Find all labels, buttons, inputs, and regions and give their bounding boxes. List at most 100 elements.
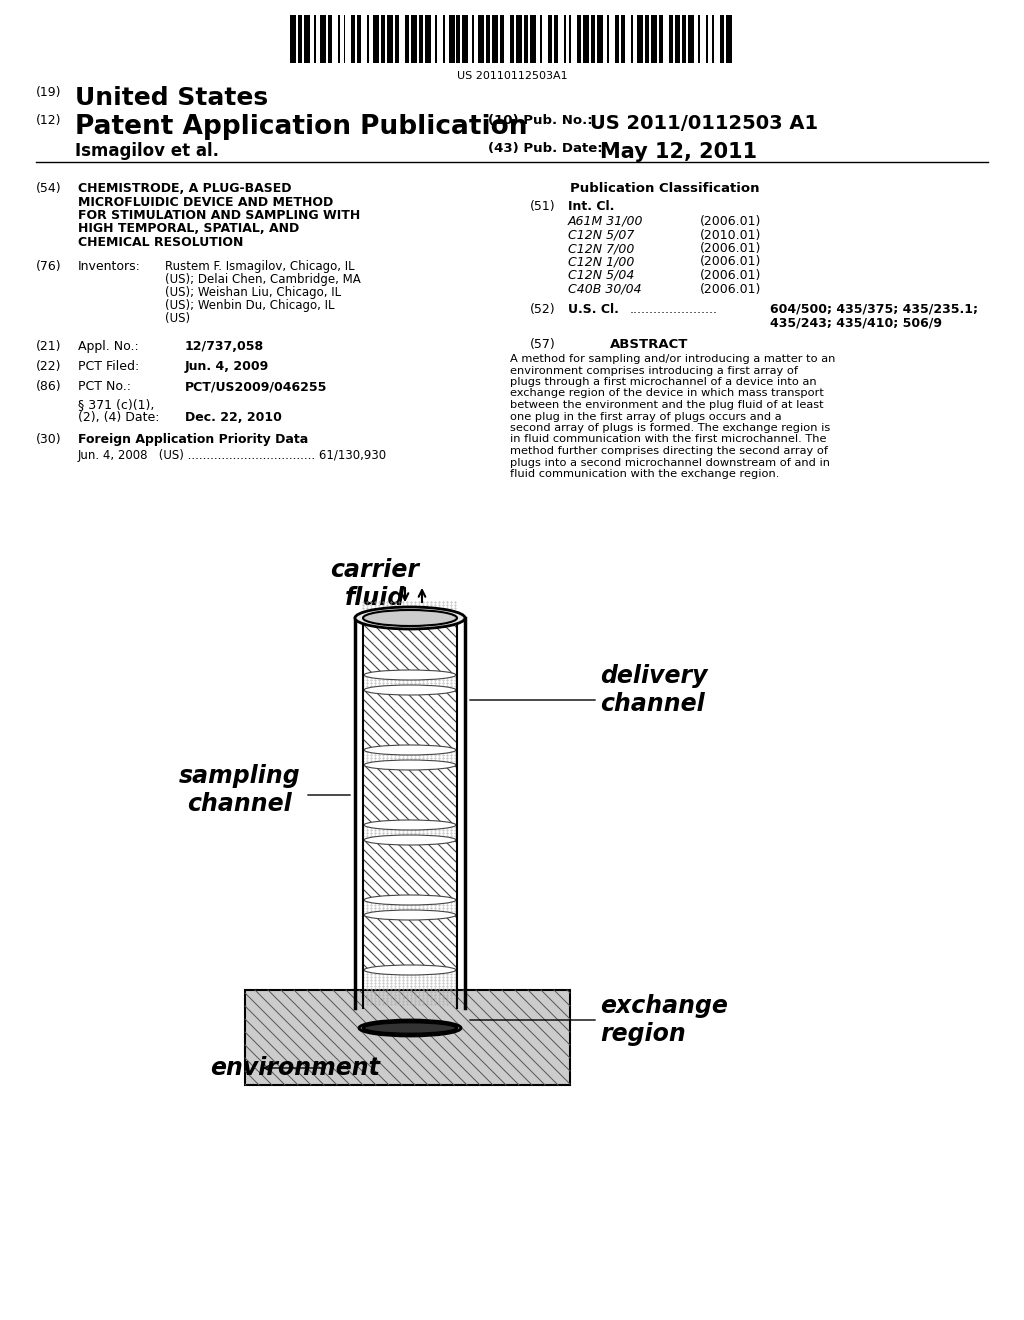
Text: PCT/US2009/046255: PCT/US2009/046255 xyxy=(185,380,328,393)
Bar xyxy=(698,15,700,63)
Text: Jun. 4, 2008   (US) .................................. 61/130,930: Jun. 4, 2008 (US) ......................… xyxy=(78,449,387,462)
Text: delivery
channel: delivery channel xyxy=(600,664,708,715)
Text: (US); Weishan Liu, Chicago, IL: (US); Weishan Liu, Chicago, IL xyxy=(165,286,341,300)
Text: C12N 5/07: C12N 5/07 xyxy=(568,228,635,242)
Text: (86): (86) xyxy=(36,380,61,393)
Text: (US): (US) xyxy=(165,312,190,325)
Text: PCT Filed:: PCT Filed: xyxy=(78,360,139,374)
Bar xyxy=(540,15,542,63)
Bar xyxy=(478,15,484,63)
Text: US 20110112503A1: US 20110112503A1 xyxy=(457,71,567,81)
Text: (2006.01): (2006.01) xyxy=(700,215,762,228)
Text: U.S. Cl.: U.S. Cl. xyxy=(568,304,618,315)
Text: (51): (51) xyxy=(530,201,556,213)
Text: (43) Pub. Date:: (43) Pub. Date: xyxy=(488,143,603,154)
Text: United States: United States xyxy=(75,86,268,110)
Text: May 12, 2011: May 12, 2011 xyxy=(600,143,757,162)
Text: (2006.01): (2006.01) xyxy=(700,242,762,255)
Bar xyxy=(548,15,552,63)
Ellipse shape xyxy=(364,760,456,770)
Ellipse shape xyxy=(364,820,456,830)
Text: C12N 1/00: C12N 1/00 xyxy=(568,256,635,268)
Bar xyxy=(328,15,332,63)
Bar xyxy=(591,15,595,63)
Bar xyxy=(298,15,302,63)
Bar xyxy=(472,15,474,63)
Text: plugs through a first microchannel of a device into an: plugs through a first microchannel of a … xyxy=(510,378,816,387)
Bar xyxy=(554,15,558,63)
Bar xyxy=(343,15,345,63)
Bar xyxy=(637,15,643,63)
Text: Patent Application Publication: Patent Application Publication xyxy=(75,114,527,140)
Text: (10) Pub. No.:: (10) Pub. No.: xyxy=(488,114,593,127)
Bar xyxy=(364,840,456,900)
Bar xyxy=(387,15,393,63)
Bar xyxy=(569,15,571,63)
Text: A method for sampling and/or introducing a matter to an: A method for sampling and/or introducing… xyxy=(510,354,836,364)
Text: (21): (21) xyxy=(36,341,61,352)
Text: Ismagilov et al.: Ismagilov et al. xyxy=(75,143,219,160)
Bar xyxy=(411,15,417,63)
Text: method further comprises directing the second array of: method further comprises directing the s… xyxy=(510,446,828,455)
Text: in fluid communication with the first microchannel. The: in fluid communication with the first mi… xyxy=(510,434,826,445)
Text: (2006.01): (2006.01) xyxy=(700,282,762,296)
Text: (2010.01): (2010.01) xyxy=(700,228,762,242)
Bar xyxy=(442,15,444,63)
Text: 12/737,058: 12/737,058 xyxy=(185,341,264,352)
Text: (US); Wenbin Du, Chicago, IL: (US); Wenbin Du, Chicago, IL xyxy=(165,300,335,312)
Text: (US); Delai Chen, Cambridge, MA: (US); Delai Chen, Cambridge, MA xyxy=(165,273,360,286)
Text: exchange region of the device in which mass transport: exchange region of the device in which m… xyxy=(510,388,824,399)
Bar xyxy=(404,15,409,63)
Bar xyxy=(578,15,582,63)
Text: Publication Classification: Publication Classification xyxy=(570,182,760,195)
Text: 435/243; 435/410; 506/9: 435/243; 435/410; 506/9 xyxy=(770,315,942,329)
Text: carrier
fluid: carrier fluid xyxy=(331,558,420,610)
Bar xyxy=(713,15,714,63)
Bar xyxy=(516,15,522,63)
Bar xyxy=(364,766,456,825)
Text: plugs into a second microchannel downstream of and in: plugs into a second microchannel downstr… xyxy=(510,458,830,467)
Bar xyxy=(368,15,370,63)
Bar xyxy=(357,15,361,63)
Text: one plug in the first array of plugs occurs and a: one plug in the first array of plugs occ… xyxy=(510,412,781,421)
Text: (2), (4) Date:: (2), (4) Date: xyxy=(78,411,160,424)
Bar xyxy=(313,15,315,63)
Ellipse shape xyxy=(359,1020,461,1036)
Text: Jun. 4, 2009: Jun. 4, 2009 xyxy=(185,360,269,374)
Text: § 371 (c)(1),: § 371 (c)(1), xyxy=(78,399,155,411)
Text: Inventors:: Inventors: xyxy=(78,260,141,273)
Text: (2006.01): (2006.01) xyxy=(700,269,762,282)
Text: C12N 7/00: C12N 7/00 xyxy=(568,242,635,255)
Bar xyxy=(435,15,436,63)
Bar xyxy=(584,15,589,63)
Text: CHEMICAL RESOLUTION: CHEMICAL RESOLUTION xyxy=(78,236,244,249)
Bar xyxy=(463,15,468,63)
Bar xyxy=(500,15,504,63)
Ellipse shape xyxy=(364,909,456,920)
Bar xyxy=(615,15,620,63)
Bar xyxy=(707,15,709,63)
Text: ABSTRACT: ABSTRACT xyxy=(610,338,688,351)
Text: (57): (57) xyxy=(530,338,556,351)
Text: second array of plugs is formed. The exchange region is: second array of plugs is formed. The exc… xyxy=(510,422,830,433)
Text: fluid communication with the exchange region.: fluid communication with the exchange re… xyxy=(510,469,779,479)
Text: sampling
channel: sampling channel xyxy=(179,764,301,816)
Bar xyxy=(364,915,456,970)
Bar xyxy=(621,15,625,63)
Bar xyxy=(726,15,732,63)
Text: HIGH TEMPORAL, SPATIAL, AND: HIGH TEMPORAL, SPATIAL, AND xyxy=(78,223,299,235)
Bar xyxy=(658,15,663,63)
Bar xyxy=(493,15,498,63)
Ellipse shape xyxy=(364,965,456,975)
Bar xyxy=(364,615,456,675)
Text: Dec. 22, 2010: Dec. 22, 2010 xyxy=(185,411,282,424)
Bar xyxy=(720,15,724,63)
Text: Appl. No.:: Appl. No.: xyxy=(78,341,138,352)
Bar xyxy=(682,15,686,63)
Bar xyxy=(374,15,379,63)
Text: exchange
region: exchange region xyxy=(600,994,728,1045)
Text: C12N 5/04: C12N 5/04 xyxy=(568,269,635,282)
Bar xyxy=(631,15,633,63)
Ellipse shape xyxy=(362,610,457,626)
Ellipse shape xyxy=(364,685,456,696)
